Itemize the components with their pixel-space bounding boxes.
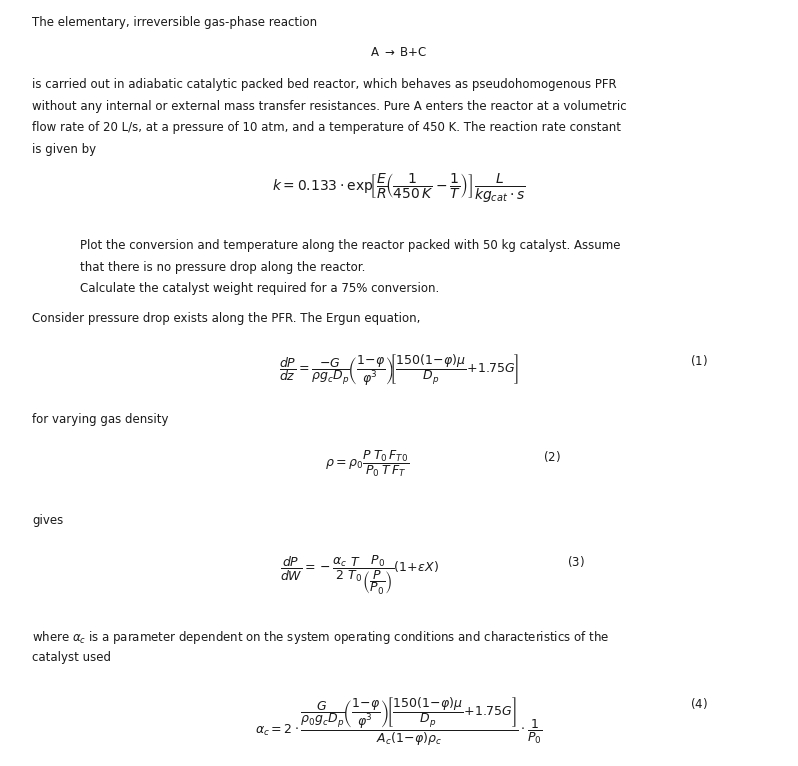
Text: flow rate of 20 L/s, at a pressure of 10 atm, and a temperature of 450 K. The re: flow rate of 20 L/s, at a pressure of 10… xyxy=(32,121,621,134)
Text: The elementary, irreversible gas-phase reaction: The elementary, irreversible gas-phase r… xyxy=(32,16,317,29)
Text: A $\rightarrow$ B+C: A $\rightarrow$ B+C xyxy=(370,46,428,59)
Text: $k = 0.133 \cdot \mathrm{exp}\!\left[\dfrac{E}{R}\!\left(\dfrac{1}{450\,K} - \df: $k = 0.133 \cdot \mathrm{exp}\!\left[\df… xyxy=(272,171,526,204)
Text: $\rho = \rho_0 \dfrac{P\;T_0\,F_{T0}}{P_0\;T\,F_T}$: $\rho = \rho_0 \dfrac{P\;T_0\,F_{T0}}{P_… xyxy=(325,450,409,480)
Text: is given by: is given by xyxy=(32,142,96,155)
Text: $\dfrac{dP}{dW} = -\dfrac{\alpha_c}{2}\dfrac{T}{T_0}\dfrac{P_0}{\left(\dfrac{P}{: $\dfrac{dP}{dW} = -\dfrac{\alpha_c}{2}\d… xyxy=(279,555,439,597)
Text: $\alpha_c = 2 \cdot \dfrac{\dfrac{G}{\rho_0 g_c D_p}\!\left(\dfrac{1\!-\!\varphi: $\alpha_c = 2 \cdot \dfrac{\dfrac{G}{\rh… xyxy=(255,696,543,748)
Text: without any internal or external mass transfer resistances. Pure A enters the re: without any internal or external mass tr… xyxy=(32,100,626,113)
Text: gives: gives xyxy=(32,514,63,527)
Text: is carried out in adiabatic catalytic packed bed reactor, which behaves as pseud: is carried out in adiabatic catalytic pa… xyxy=(32,78,617,91)
Text: for varying gas density: for varying gas density xyxy=(32,413,168,426)
Text: $(3)$: $(3)$ xyxy=(567,555,584,569)
Text: $(4)$: $(4)$ xyxy=(690,696,708,711)
Text: where $\alpha_c$ is a parameter dependent on the system operating conditions and: where $\alpha_c$ is a parameter dependen… xyxy=(32,630,609,647)
Text: Calculate the catalyst weight required for a 75% conversion.: Calculate the catalyst weight required f… xyxy=(80,282,439,295)
Text: that there is no pressure drop along the reactor.: that there is no pressure drop along the… xyxy=(80,260,365,273)
Text: Plot the conversion and temperature along the reactor packed with 50 kg catalyst: Plot the conversion and temperature alon… xyxy=(80,239,620,252)
Text: $(2)$: $(2)$ xyxy=(543,450,560,464)
Text: $\dfrac{dP}{dz} = \dfrac{-G}{\rho g_c D_p}\!\left(\dfrac{1\!-\!\varphi}{\varphi^: $\dfrac{dP}{dz} = \dfrac{-G}{\rho g_c D_… xyxy=(279,353,519,388)
Text: Consider pressure drop exists along the PFR. The Ergun equation,: Consider pressure drop exists along the … xyxy=(32,312,421,325)
Text: catalyst used: catalyst used xyxy=(32,651,111,664)
Text: $(1)$: $(1)$ xyxy=(690,353,708,368)
